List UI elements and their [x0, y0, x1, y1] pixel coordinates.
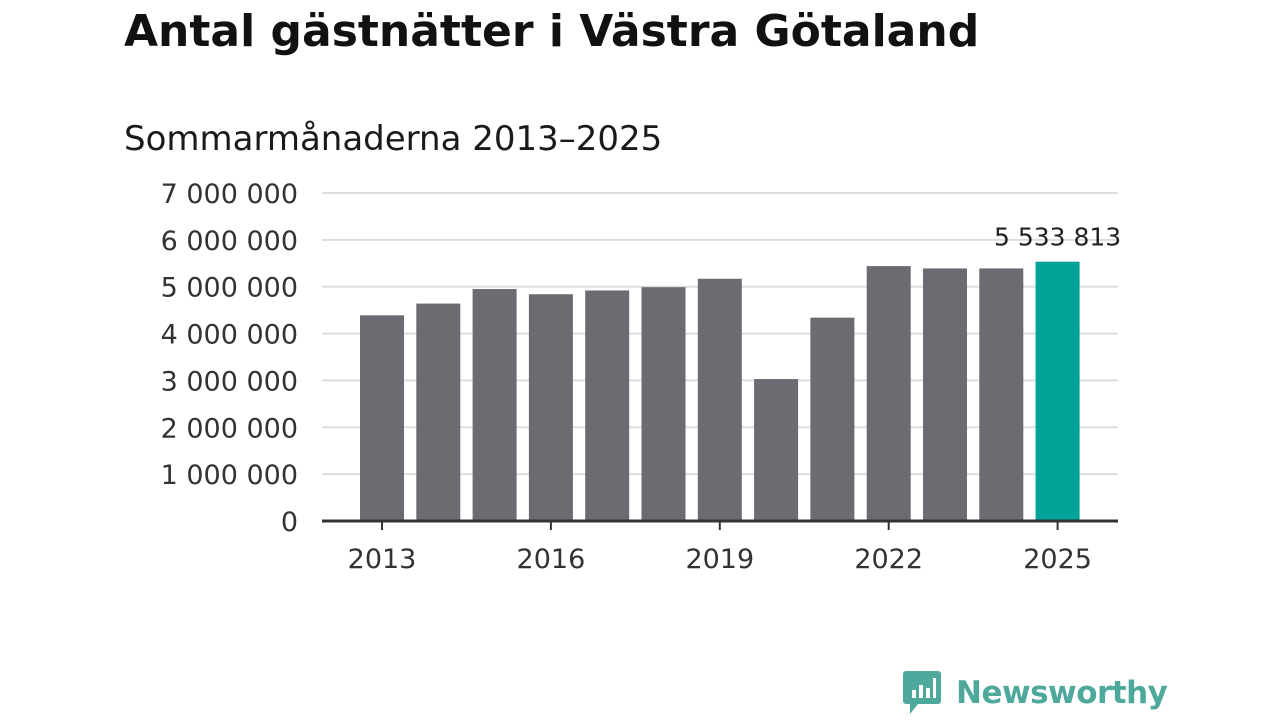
bar — [528, 294, 573, 521]
bar — [754, 379, 799, 521]
bar — [360, 315, 404, 521]
bar — [979, 268, 1024, 521]
x-tick-label: 2013 — [348, 544, 417, 575]
y-tick-label: 0 — [281, 507, 298, 538]
chart-subtitle: Sommarmånaderna 2013–2025 — [124, 119, 663, 159]
data-label: 5 533 813 — [994, 223, 1121, 252]
bar — [472, 289, 517, 521]
y-tick-label: 7 000 000 — [161, 179, 298, 210]
chart-title: Antal gästnätter i Västra Götaland — [124, 6, 980, 57]
x-tick-label: 2022 — [854, 544, 923, 575]
y-tick-label: 6 000 000 — [161, 226, 298, 257]
bar — [585, 290, 630, 521]
bar — [697, 278, 742, 521]
brand-name: Newsworthy — [956, 675, 1168, 711]
x-tick-label: 2016 — [517, 544, 586, 575]
bar — [641, 287, 686, 521]
y-tick-label: 4 000 000 — [161, 320, 298, 351]
y-tick-label: 3 000 000 — [161, 366, 298, 397]
brand-logo: Newsworthy — [902, 668, 1168, 718]
bar — [416, 303, 461, 521]
x-tick-label: 2025 — [1023, 544, 1092, 575]
x-tick-label: 2019 — [685, 544, 754, 575]
bar — [866, 266, 911, 521]
newsworthy-logo-icon — [903, 671, 941, 714]
bar — [923, 268, 967, 521]
y-tick-label: 1 000 000 — [161, 460, 298, 491]
bar-highlight — [1035, 261, 1080, 521]
y-tick-label: 2 000 000 — [161, 413, 298, 444]
bar — [810, 317, 855, 521]
y-tick-label: 5 000 000 — [161, 273, 298, 304]
